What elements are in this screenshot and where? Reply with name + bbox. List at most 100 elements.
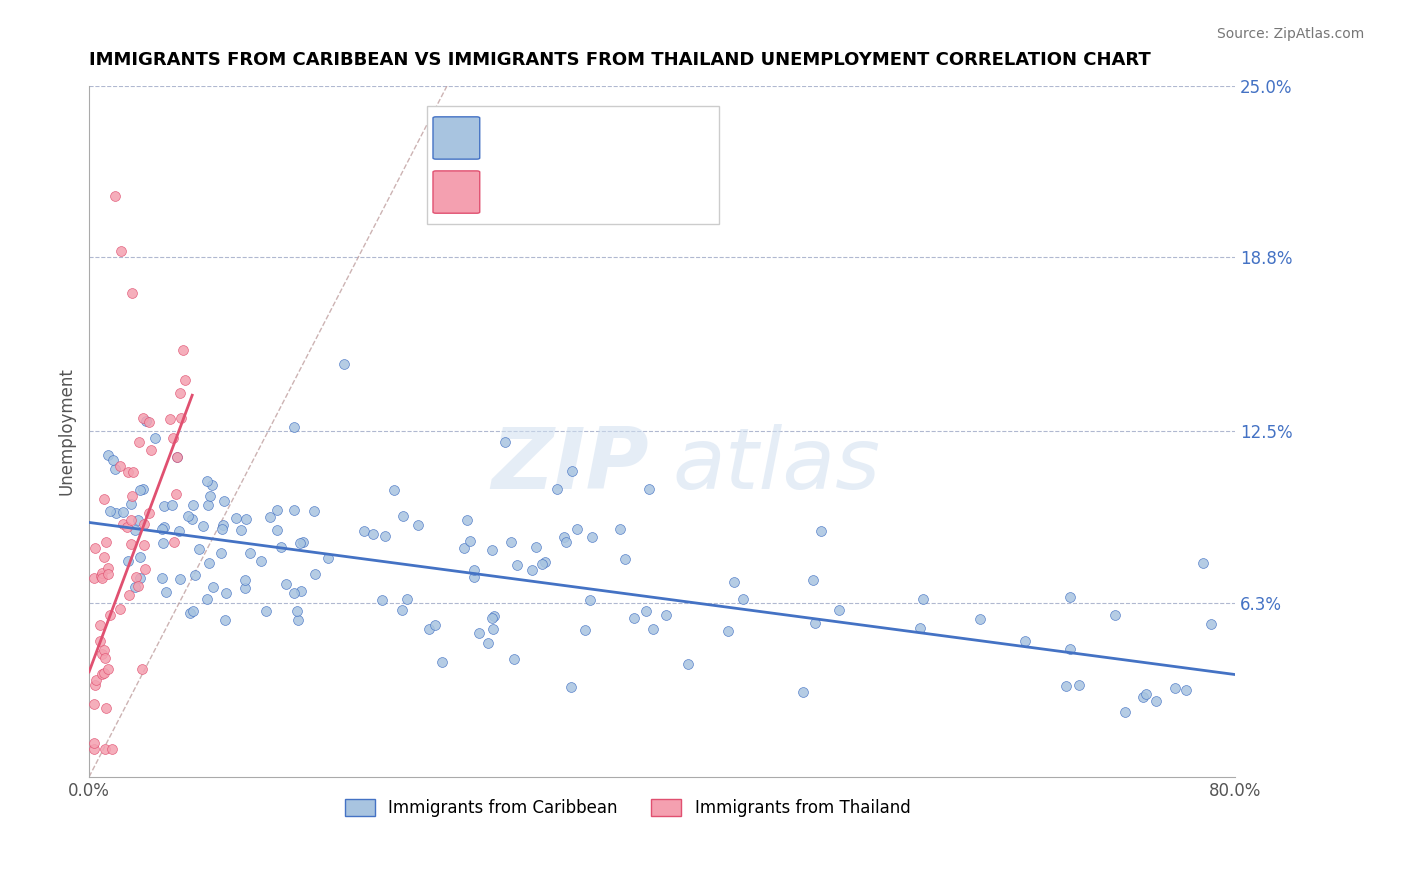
Point (120, 498, 142, 512)
Point (567, 522, 589, 536)
Point (229, 523, 252, 537)
Point (287, 613, 309, 627)
Point (555, 535, 578, 549)
Point (132, 482, 155, 496)
Point (165, 487, 187, 501)
Point (553, 530, 575, 544)
Point (792, 685, 814, 699)
Point (316, 550, 339, 565)
Point (83, 742, 105, 756)
Point (159, 412, 181, 426)
Point (155, 584, 177, 599)
Point (160, 498, 183, 512)
Point (93, 491, 115, 506)
Point (195, 592, 218, 607)
Point (481, 622, 503, 636)
Point (127, 513, 149, 527)
Point (1114, 705, 1136, 719)
Point (546, 483, 568, 497)
Point (406, 517, 429, 532)
Point (520, 563, 543, 577)
Point (83, 698, 105, 712)
Point (477, 636, 499, 650)
Point (391, 509, 413, 524)
Point (676, 657, 699, 671)
Text: IMMIGRANTS FROM CARIBBEAN VS IMMIGRANTS FROM THAILAND UNEMPLOYMENT CORRELATION C: IMMIGRANTS FROM CARIBBEAN VS IMMIGRANTS … (89, 51, 1152, 69)
Point (138, 415, 160, 429)
Point (333, 357, 356, 371)
Point (453, 541, 475, 556)
Point (93, 666, 115, 681)
Point (84, 541, 107, 556)
Point (177, 509, 200, 524)
Point (209, 546, 232, 560)
Point (430, 655, 453, 669)
Point (104, 189, 127, 203)
Point (463, 569, 485, 583)
Point (167, 524, 190, 539)
Point (266, 523, 288, 537)
Point (634, 604, 657, 618)
Point (250, 554, 273, 568)
Point (93, 549, 115, 564)
Point (132, 538, 155, 552)
Point (83, 736, 105, 750)
Point (97, 561, 120, 575)
Point (235, 581, 257, 595)
Point (969, 612, 991, 626)
Point (181, 498, 204, 512)
Point (524, 541, 547, 555)
Point (211, 522, 233, 536)
Point (91, 571, 114, 585)
Point (1059, 641, 1081, 656)
Point (125, 570, 148, 584)
Point (153, 520, 176, 534)
Point (94, 651, 117, 665)
Point (132, 411, 155, 425)
Point (162, 432, 184, 446)
Point (141, 443, 163, 458)
Point (128, 435, 150, 450)
Point (609, 522, 631, 536)
Point (1191, 556, 1213, 570)
Point (374, 529, 396, 543)
Point (731, 591, 754, 606)
Point (581, 530, 603, 544)
Point (259, 510, 281, 524)
Point (1014, 634, 1036, 648)
Point (131, 662, 153, 676)
Point (214, 613, 236, 627)
Point (90, 568, 112, 582)
Point (283, 503, 305, 517)
Point (104, 462, 127, 476)
Legend: Immigrants from Caribbean, Immigrants from Thailand: Immigrants from Caribbean, Immigrants fr… (339, 792, 917, 824)
Point (187, 542, 209, 557)
Point (481, 542, 503, 557)
Point (117, 554, 139, 568)
Point (1054, 679, 1077, 693)
Point (239, 546, 262, 560)
Point (828, 603, 851, 617)
Point (135, 414, 157, 428)
Point (120, 513, 142, 527)
Point (801, 573, 824, 587)
Point (128, 571, 150, 585)
Point (184, 568, 207, 582)
Text: Source: ZipAtlas.com: Source: ZipAtlas.com (1216, 27, 1364, 41)
Point (96, 534, 118, 549)
Point (1067, 678, 1090, 692)
Point (908, 621, 931, 635)
Text: atlas: atlas (672, 425, 880, 508)
Point (353, 524, 375, 538)
Point (101, 742, 124, 756)
Point (212, 518, 235, 533)
Point (534, 555, 557, 569)
Point (93, 643, 115, 657)
Point (579, 593, 602, 607)
Point (482, 609, 505, 624)
Point (90, 647, 112, 661)
Point (225, 511, 247, 525)
Point (274, 577, 297, 591)
Point (112, 517, 135, 532)
Point (423, 617, 446, 632)
